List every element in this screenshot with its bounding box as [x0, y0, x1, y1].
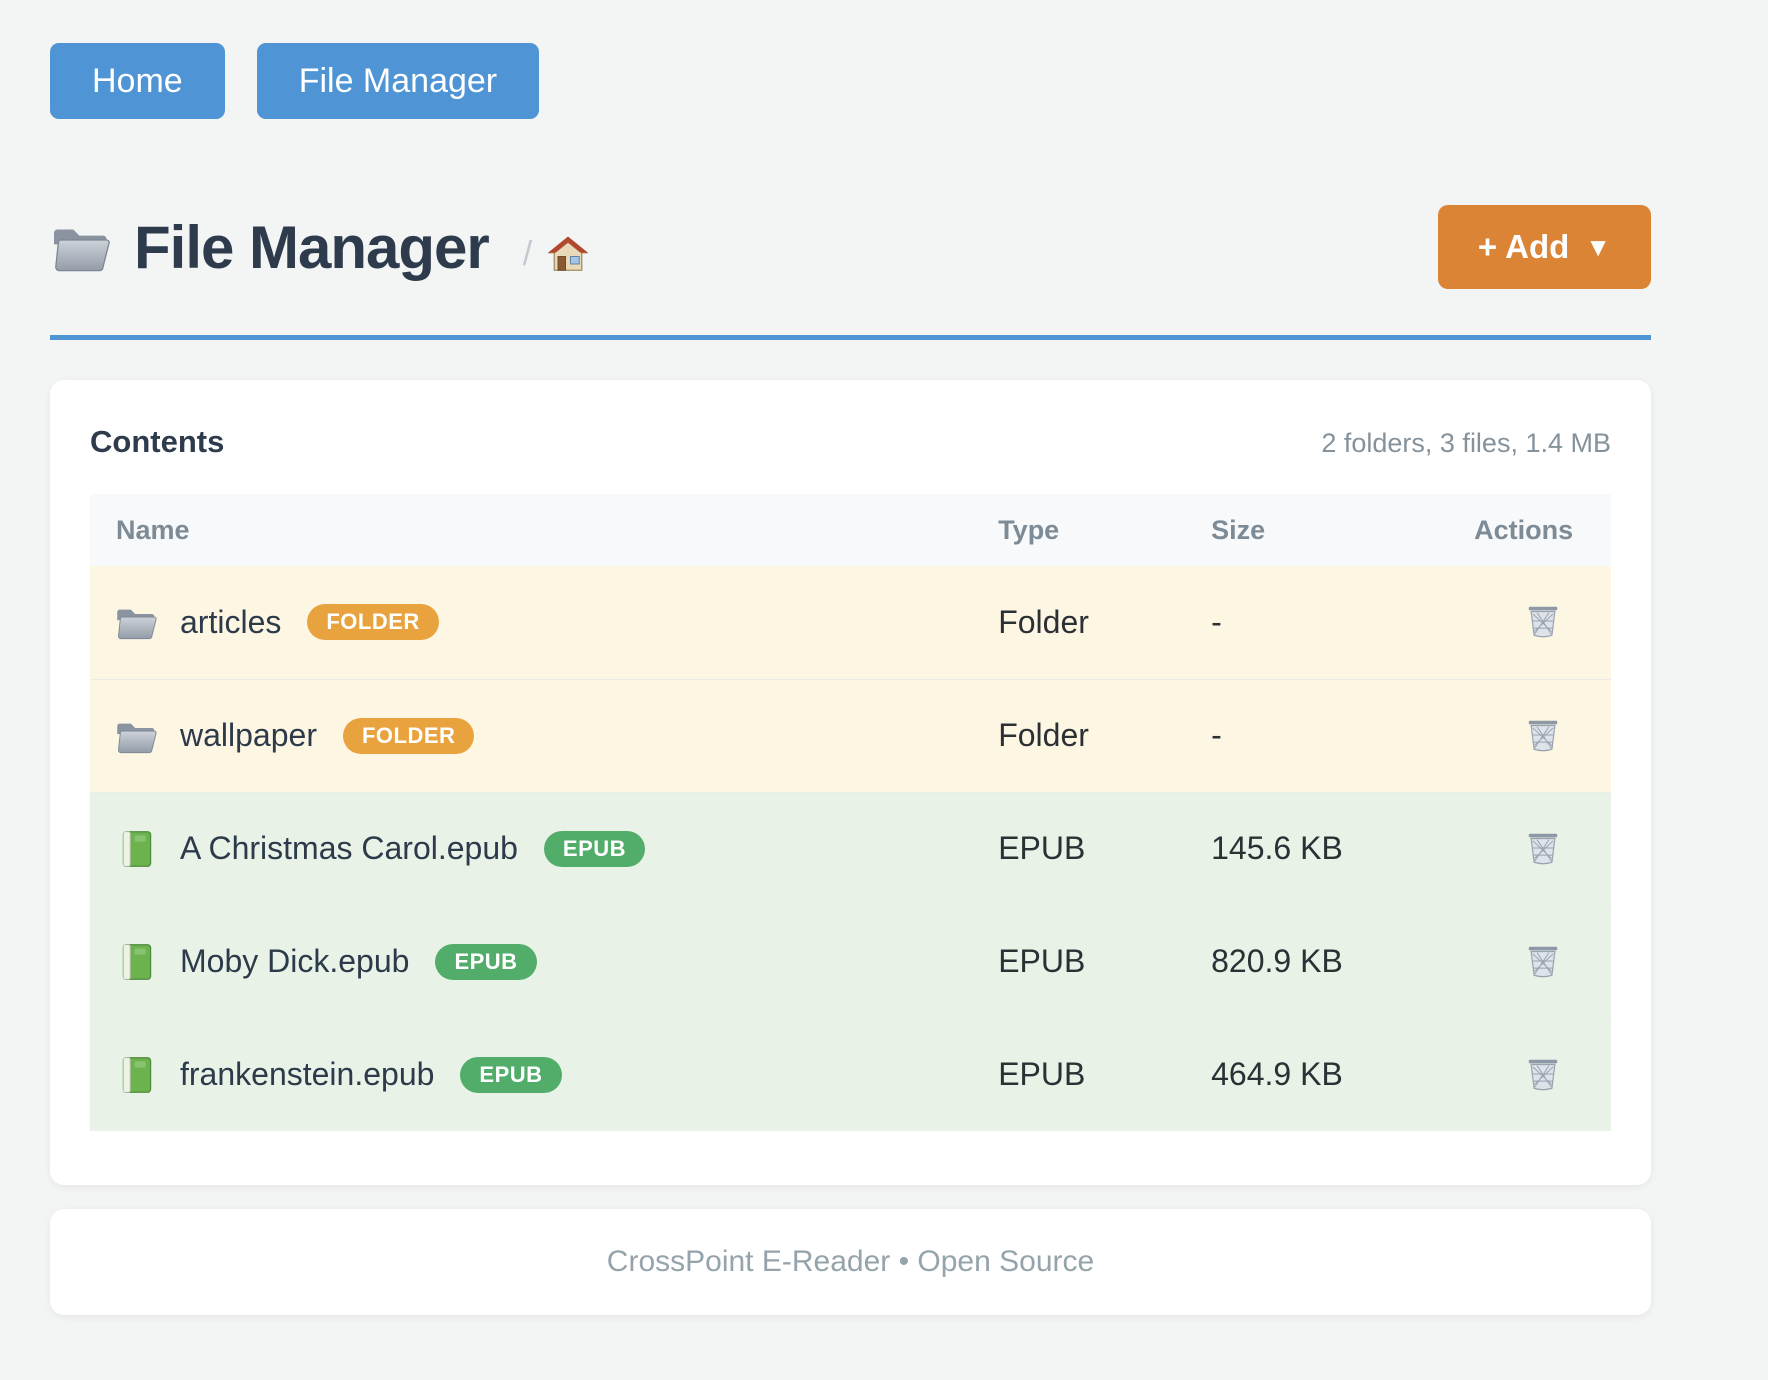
- trash-icon: [1527, 1058, 1558, 1091]
- item-type-badge: EPUB: [460, 1056, 562, 1093]
- item-type: EPUB: [998, 943, 1086, 979]
- item-name-link[interactable]: articles: [180, 603, 282, 640]
- item-name-link[interactable]: frankenstein.epub: [180, 1056, 435, 1093]
- contents-card-header: Contents 2 folders, 3 files, 1.4 MB: [90, 424, 1611, 460]
- delete-button[interactable]: [1518, 1048, 1568, 1100]
- item-size: -: [1211, 717, 1222, 753]
- folder-icon: [116, 609, 157, 640]
- table-row[interactable]: Moby Dick.epub EPUB EPUB 820.9 KB: [90, 905, 1611, 1018]
- delete-button[interactable]: [1518, 822, 1568, 874]
- nav-home-button[interactable]: Home: [50, 43, 225, 119]
- footer-text: CrossPoint E-Reader • Open Source: [606, 1245, 1095, 1278]
- folder-icon: [116, 722, 157, 753]
- trash-icon: [1527, 719, 1558, 751]
- breadcrumb: /: [522, 234, 589, 274]
- chevron-down-icon: ▼: [1585, 231, 1611, 262]
- item-size: 464.9 KB: [1211, 1056, 1343, 1093]
- folder-icon: [53, 228, 110, 272]
- trash-icon: [1527, 606, 1558, 638]
- item-size: 145.6 KB: [1211, 830, 1343, 866]
- table-row[interactable]: frankenstein.epub EPUB EPUB 464.9 KB: [90, 1018, 1611, 1131]
- footer-card: CrossPoint E-Reader • Open Source: [50, 1209, 1651, 1315]
- page-title: File Manager: [134, 213, 490, 281]
- green-book-icon: [122, 1056, 152, 1093]
- nav-file-manager-button[interactable]: File Manager: [256, 43, 540, 119]
- title-group: File Manager /: [50, 213, 589, 282]
- top-nav: Home File Manager: [50, 43, 1651, 119]
- contents-summary: 2 folders, 3 files, 1.4 MB: [1321, 428, 1611, 458]
- breadcrumb-separator: /: [522, 234, 533, 273]
- table-row[interactable]: articles FOLDER Folder -: [90, 566, 1611, 679]
- delete-button[interactable]: [1518, 709, 1568, 761]
- item-size: -: [1211, 603, 1222, 640]
- column-header-name: Name: [90, 494, 973, 566]
- file-table: Name Type Size Actions articles FOLDER F…: [90, 494, 1611, 1131]
- home-icon[interactable]: [548, 235, 589, 273]
- page: Home File Manager File Manager / + Add ▼…: [50, 0, 1651, 1315]
- add-button-label: + Add: [1477, 228, 1570, 265]
- item-name-link[interactable]: Moby Dick.epub: [180, 943, 410, 979]
- column-header-size: Size: [1185, 494, 1475, 566]
- item-type-badge: FOLDER: [307, 604, 439, 641]
- item-type-badge: EPUB: [435, 943, 537, 980]
- table-header-row: Name Type Size Actions: [90, 494, 1611, 566]
- item-name-link[interactable]: wallpaper: [180, 717, 317, 753]
- table-row[interactable]: A Christmas Carol.epub EPUB EPUB 145.6 K…: [90, 792, 1611, 905]
- item-name-link[interactable]: A Christmas Carol.epub: [180, 830, 518, 866]
- header-divider: [50, 335, 1651, 340]
- item-type: EPUB: [998, 830, 1086, 866]
- item-type: EPUB: [998, 1056, 1086, 1093]
- contents-title: Contents: [90, 424, 225, 459]
- trash-icon: [1527, 945, 1558, 977]
- column-header-actions: Actions: [1474, 494, 1611, 566]
- item-size: 820.9 KB: [1211, 943, 1343, 979]
- add-button[interactable]: + Add ▼: [1437, 205, 1651, 289]
- item-type-badge: EPUB: [543, 830, 646, 867]
- trash-icon: [1527, 832, 1558, 864]
- delete-button[interactable]: [1518, 935, 1568, 987]
- page-header: File Manager / + Add ▼: [50, 205, 1651, 289]
- column-header-type: Type: [972, 494, 1186, 566]
- table-row[interactable]: wallpaper FOLDER Folder -: [90, 679, 1611, 792]
- green-book-icon: [122, 943, 152, 980]
- item-type: Folder: [998, 717, 1089, 753]
- item-type-badge: FOLDER: [342, 717, 475, 754]
- delete-button[interactable]: [1518, 595, 1568, 647]
- item-type: Folder: [998, 603, 1089, 640]
- contents-card: Contents 2 folders, 3 files, 1.4 MB Name…: [50, 380, 1651, 1185]
- green-book-icon: [122, 830, 152, 867]
